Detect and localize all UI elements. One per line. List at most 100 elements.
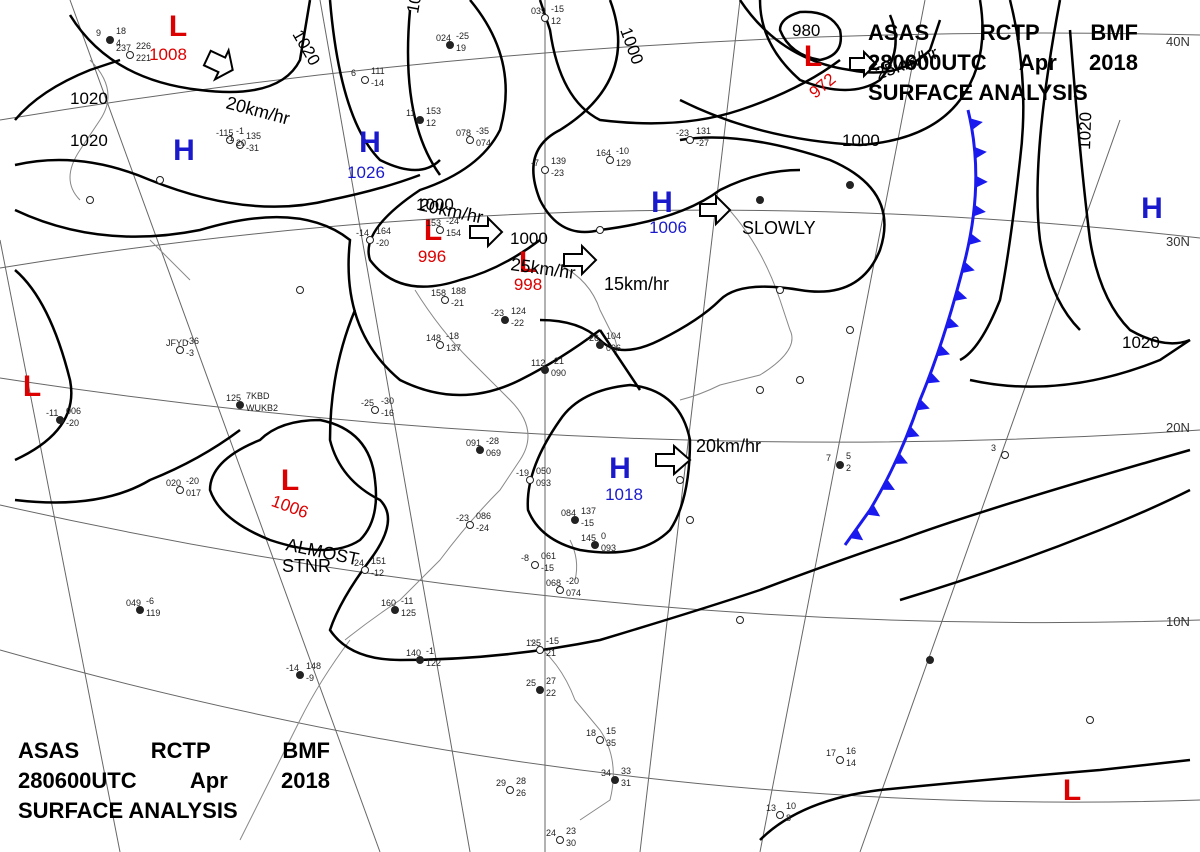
- station-markers: [56, 14, 1094, 844]
- station-marker: [676, 476, 684, 484]
- station-value: -1: [236, 126, 244, 136]
- cold-front-tooth: [849, 528, 864, 541]
- station-value: -23: [456, 513, 469, 523]
- isobar: [598, 329, 642, 391]
- cold-front-tooth: [936, 344, 950, 357]
- station-value: 164: [596, 148, 611, 158]
- station-value: 18: [116, 26, 126, 36]
- station-value: -21: [551, 356, 564, 366]
- isobar: [778, 10, 843, 62]
- header-year: 2018: [281, 768, 330, 793]
- station-value: -26: [586, 333, 599, 343]
- station-marker: [476, 446, 484, 454]
- station-value: -24: [351, 558, 364, 568]
- isobar-label: 1020: [1075, 112, 1095, 150]
- meridian-line: [0, 239, 121, 852]
- station-value: 129: [616, 158, 631, 168]
- station-value: -25: [456, 31, 469, 41]
- station-marker: [236, 401, 244, 409]
- latitude-line-10n: [0, 504, 1200, 624]
- station-value: 050: [536, 466, 551, 476]
- station-marker: [541, 166, 549, 174]
- station-marker: [436, 226, 444, 234]
- station-marker: [796, 376, 804, 384]
- station-value: 24: [546, 828, 556, 838]
- station-marker: [391, 606, 399, 614]
- station-value: -24: [476, 523, 489, 533]
- header-title: SURFACE ANALYSIS: [868, 80, 1088, 105]
- isobar: [758, 0, 897, 92]
- header-month: Apr: [189, 768, 228, 793]
- cold-front-tooth: [968, 233, 982, 246]
- station-value: 024: [436, 33, 451, 43]
- station-value: 148: [306, 661, 321, 671]
- latitude-line-20n: [0, 377, 1200, 443]
- station-value: 188: [451, 286, 466, 296]
- meridian-line: [639, 0, 741, 852]
- station-value: -18: [446, 331, 459, 341]
- station-value: 125: [526, 638, 541, 648]
- low-center-icon: L: [281, 464, 299, 497]
- station-value: 074: [566, 588, 581, 598]
- isobar: [208, 418, 378, 552]
- isobar: [14, 158, 421, 208]
- cold-front-tooth: [945, 317, 959, 329]
- cold-front-tooth: [975, 175, 988, 188]
- station-value: 29: [496, 778, 506, 788]
- station-value: -14: [286, 663, 299, 673]
- station-marker: [756, 196, 764, 204]
- station-value: 22: [546, 688, 556, 698]
- station-value: 145: [581, 533, 596, 543]
- motion-label: 15km/hr: [604, 274, 669, 294]
- station-marker: [541, 14, 549, 22]
- station-value: 26: [516, 788, 526, 798]
- station-value: 35: [606, 738, 616, 748]
- station-value: 19: [456, 43, 466, 53]
- high-center-icon: H: [1141, 192, 1163, 225]
- isobar: [14, 58, 121, 121]
- header-time: 280600UTC: [18, 768, 137, 793]
- station-marker: [591, 541, 599, 549]
- isobar-labels: 1020 1020 1020 1020 1000 1000 980 1000 1…: [70, 0, 1160, 352]
- station-value: 017: [186, 488, 201, 498]
- station-marker: [776, 286, 784, 294]
- isobar: [526, 383, 692, 554]
- header-line-2: 280600UTC Apr 2018: [18, 766, 330, 796]
- motion-arrows: [202, 47, 878, 477]
- station-value: 27: [546, 676, 556, 686]
- isobar-label: 1020: [70, 89, 108, 108]
- station-marker: [596, 226, 604, 234]
- motion-arrow-icon: [563, 243, 598, 277]
- header-line-1: ASAS RCTP BMF: [18, 736, 330, 766]
- motion-arrow-icon: [699, 193, 732, 227]
- station-value: -20: [186, 476, 199, 486]
- station-value: 122: [426, 658, 441, 668]
- isobar: [367, 0, 541, 288]
- station-value: 125: [401, 608, 416, 618]
- low-center-icon: L: [1063, 774, 1081, 807]
- station-value: 164: [376, 226, 391, 236]
- station-marker: [416, 656, 424, 664]
- header-code: BMF: [282, 738, 330, 763]
- cold-front-tooth: [926, 372, 941, 384]
- low-pressure-value: 998: [514, 275, 542, 294]
- header-year: 2018: [1089, 50, 1138, 75]
- station-marker: [1086, 716, 1094, 724]
- station-value: 090: [551, 368, 566, 378]
- high-center-icon: H: [359, 126, 381, 159]
- isobar-label: 1000: [842, 131, 880, 150]
- station-value: 084: [561, 508, 576, 518]
- isobar: [532, 0, 801, 234]
- isobar: [406, 9, 442, 176]
- station-marker: [606, 156, 614, 164]
- station-value: -11: [46, 408, 58, 418]
- station-value: 020: [166, 478, 181, 488]
- station-value: -8: [521, 553, 529, 563]
- station-value: -14: [356, 228, 369, 238]
- station-value: 2: [846, 463, 851, 473]
- station-value: 091: [466, 438, 481, 448]
- station-value: 153: [426, 218, 441, 228]
- station-value: 039: [531, 6, 546, 16]
- station-value: 153: [426, 106, 441, 116]
- station-value: 34: [601, 768, 611, 778]
